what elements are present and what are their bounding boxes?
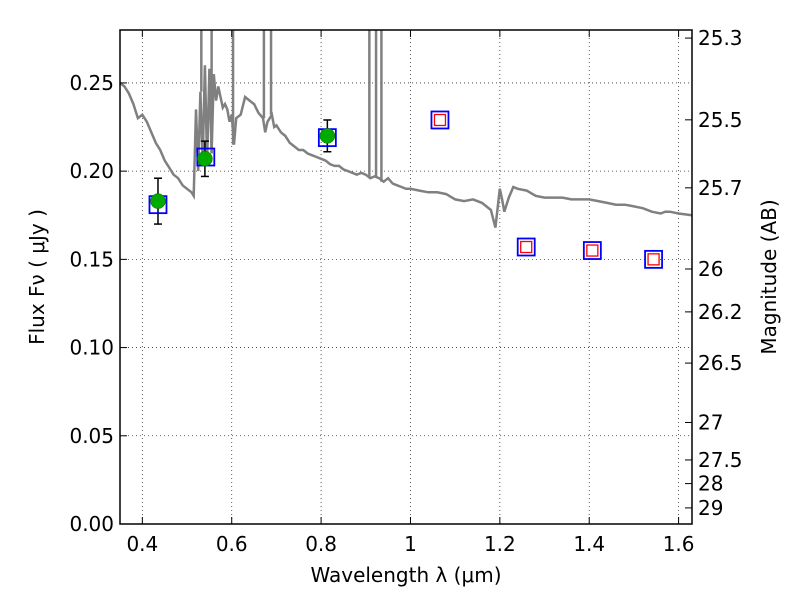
- x-tick-label: 1: [404, 532, 417, 556]
- x-tick-label: 1.4: [573, 532, 605, 556]
- x-axis-label: Wavelength λ (μm): [310, 563, 501, 587]
- observed-photometry-point: [150, 193, 166, 209]
- nir-photometry-point: [647, 253, 660, 266]
- y2-tick-label: 29: [698, 496, 723, 520]
- plot-frame: [119, 29, 693, 525]
- markers-layer: [148, 110, 663, 269]
- model-photometry-box: [430, 110, 450, 130]
- y2-tick-label: 26.5: [698, 351, 743, 375]
- y-tick-label: 0.15: [69, 247, 114, 271]
- y2-tick-label: 25.5: [698, 108, 743, 132]
- nir-photometry-point: [433, 113, 447, 127]
- y2-tick-label: 26.2: [698, 300, 743, 324]
- x-tick-label: 0.6: [216, 532, 248, 556]
- model-photometry-box: [516, 237, 536, 257]
- model-photometry-box: [582, 241, 602, 260]
- y2-tick-label: 27: [698, 410, 723, 434]
- y-tick-label: 0.05: [69, 424, 114, 448]
- y2-tick-label: 26: [698, 257, 723, 281]
- ticks: 0.4 0.6 0.8 1 1.2 1.4 1.6 0.00 0.05 0.10 0.15 0.20 0…: [69, 26, 742, 556]
- model-photometry-box: [644, 249, 663, 269]
- observed-photometry-point: [319, 128, 336, 144]
- y2-tick-label: 28: [698, 472, 723, 496]
- x-tick-label: 1.6: [663, 532, 695, 556]
- x-tick-label: 1.2: [484, 532, 516, 556]
- x-tick-label: 0.4: [126, 532, 158, 556]
- y-tick-label: 0.20: [69, 159, 114, 183]
- y-tick-label: 0.25: [69, 71, 114, 95]
- y2-tick-label: 25.7: [698, 176, 743, 200]
- model-spectrum-layer: [120, 30, 692, 228]
- y2-tick-label: 27.5: [698, 448, 743, 472]
- x-tick-label: 0.8: [305, 532, 337, 556]
- y-axis-label: Flux Fν ( μJy ): [25, 209, 49, 345]
- observed-photometry-point: [197, 151, 213, 167]
- y2-axis-label: Magnitude (AB): [757, 199, 781, 354]
- nir-photometry-point: [520, 240, 533, 254]
- nir-photometry-point: [586, 244, 599, 257]
- y2-tick-label: 25.3: [698, 26, 743, 50]
- model-spectrum-line: [120, 65, 692, 228]
- y-tick-label: 0.10: [69, 336, 114, 360]
- y-tick-label: 0.00: [69, 512, 114, 536]
